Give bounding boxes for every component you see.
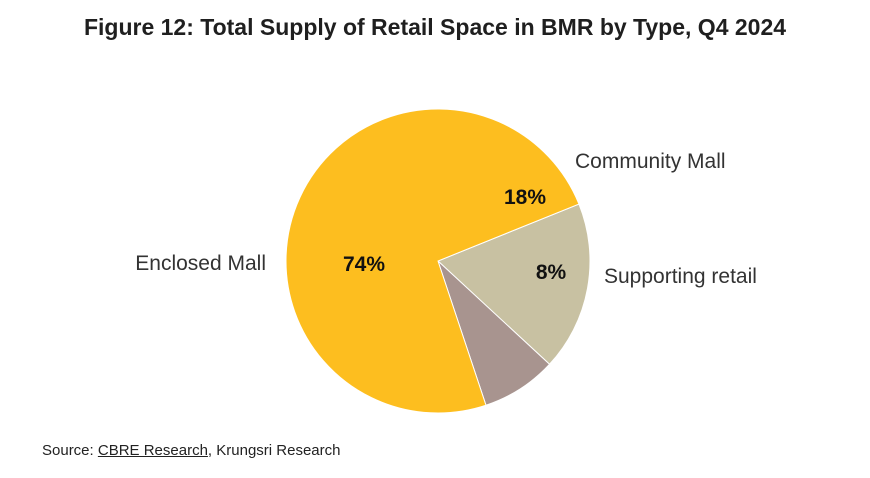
source-link-cbre[interactable]: CBRE Research bbox=[97, 442, 208, 459]
data-label-community-mall: 18% bbox=[504, 186, 546, 209]
category-label-community-mall: Community Mall bbox=[575, 150, 726, 173]
data-label-supporting-retail: 8% bbox=[536, 261, 567, 284]
pie-slice-community-mall bbox=[437, 203, 591, 365]
source-note: Source: CBRE Research, Krungsri Research bbox=[42, 442, 340, 459]
source-prefix: Source: bbox=[42, 442, 98, 459]
pie-slice-enclosed-mall bbox=[285, 108, 580, 414]
data-label-enclosed-mall: 74% bbox=[343, 253, 385, 276]
category-label-enclosed-mall: Enclosed Mall bbox=[135, 252, 266, 275]
chart-title: Figure 12: Total Supply of Retail Space … bbox=[83, 14, 787, 40]
category-label-supporting-retail: Supporting retail bbox=[604, 265, 757, 288]
source-suffix: , Krungsri Research bbox=[207, 442, 341, 459]
